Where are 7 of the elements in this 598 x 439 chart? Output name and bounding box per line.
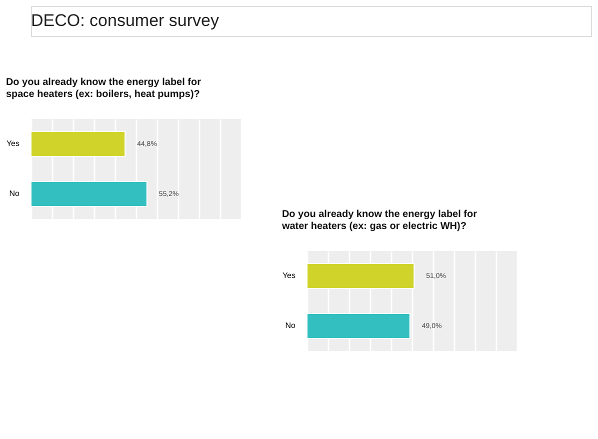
y-tick-label: Yes: [6, 139, 20, 148]
chart-title: Do you already know the energy label for space heaters (ex: boilers, heat pumps)?: [6, 77, 202, 100]
chart-title: Do you already know the energy label for water heaters (ex: gas or electric WH)?: [280, 209, 478, 232]
y-tick-label: Yes: [282, 271, 296, 280]
text: DECO: consumer survey: [31, 11, 220, 30]
y-tick-label: No: [285, 321, 296, 330]
y-tick-label: No: [9, 189, 20, 198]
